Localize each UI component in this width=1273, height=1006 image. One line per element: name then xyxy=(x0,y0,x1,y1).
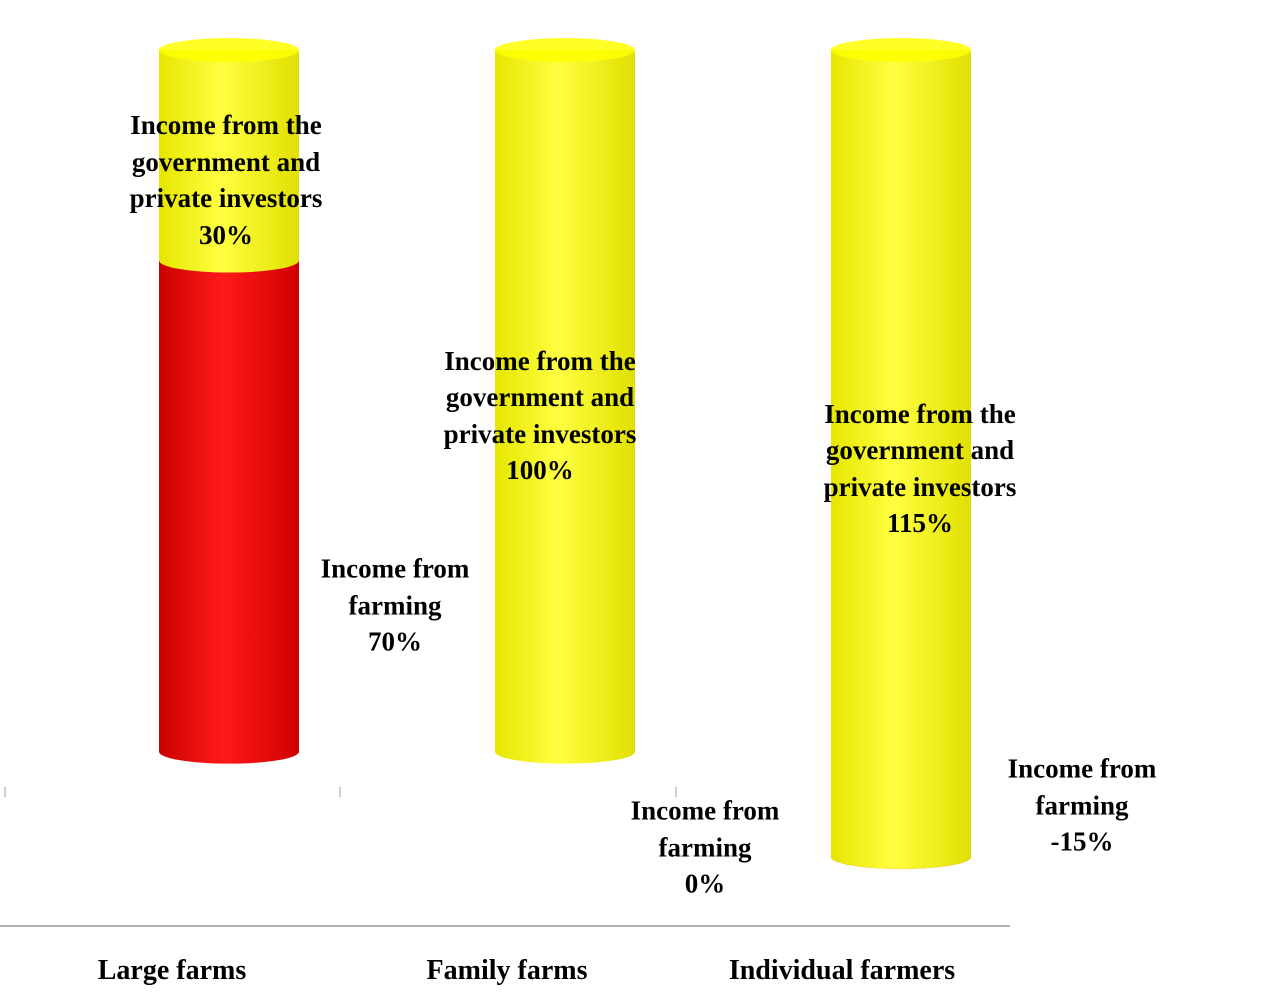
data-label: Income from farming 70% xyxy=(300,550,490,660)
data-label-name: Income from farming xyxy=(320,553,470,620)
bar-segment xyxy=(831,38,971,869)
bar-top xyxy=(495,38,635,63)
bar-body xyxy=(159,260,299,752)
bar-segment xyxy=(159,38,299,273)
x-tick-label: Individual farmers xyxy=(728,955,956,986)
data-label-name: Income from farming xyxy=(1007,753,1157,820)
data-label-name: Income from the government and private i… xyxy=(443,345,637,449)
data-label-value: 30% xyxy=(199,219,253,250)
bar-top xyxy=(831,38,971,63)
bar-top xyxy=(159,38,299,63)
data-label: Income from farming 0% xyxy=(610,792,800,902)
data-label: Income from the government and private i… xyxy=(415,343,665,489)
data-label-name: Income from the government and private i… xyxy=(129,110,323,214)
data-label-name: Income from the government and private i… xyxy=(823,398,1017,502)
data-label-value: -15% xyxy=(1050,826,1114,857)
data-label-value: 0% xyxy=(684,868,726,899)
x-tick-label: Large farms xyxy=(97,955,247,986)
data-label: Income from farming -15% xyxy=(987,750,1177,860)
data-label-value: 115% xyxy=(886,508,953,538)
bar-segment xyxy=(495,38,635,764)
x-tick-label: Family farms xyxy=(426,955,588,986)
bar-body xyxy=(495,50,635,752)
data-label-name: Income from farming xyxy=(630,795,780,862)
bar-body xyxy=(831,50,971,857)
data-label: Income from the government and private i… xyxy=(101,107,351,253)
data-label-value: 70% xyxy=(368,626,422,657)
bar-body xyxy=(159,50,299,261)
data-label: Income from the government and private i… xyxy=(795,396,1045,542)
bar-segment xyxy=(159,260,299,764)
data-label-value: 100% xyxy=(506,455,574,486)
